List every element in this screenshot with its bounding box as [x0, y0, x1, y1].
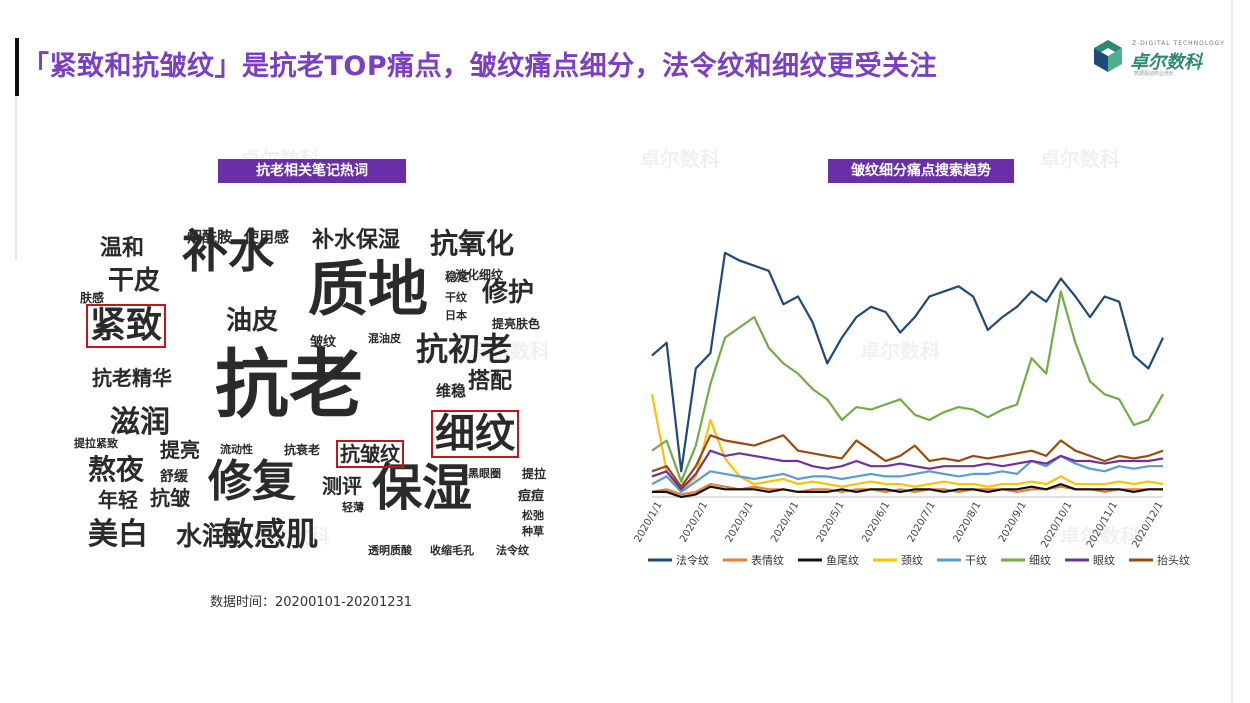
wordcloud-word: 痘痘 — [518, 489, 545, 504]
data-time-footnote: 数据时间：20200101-20201231 — [210, 595, 413, 610]
wordcloud-word: 补水 — [182, 224, 274, 278]
x-tick-label: 2020/9/1 — [997, 500, 1029, 544]
series-line-2 — [652, 483, 1163, 499]
series-line-5 — [651, 290, 1164, 483]
wordcloud-word: 维稳 — [436, 382, 467, 400]
legend-label: 表情纹 — [751, 553, 784, 567]
legend-label: 眼纹 — [1093, 553, 1115, 567]
x-tick-label: 2020/4/1 — [769, 500, 801, 544]
wordcloud-word: 干纹 — [445, 291, 467, 304]
logo-tagline: Z-DIGITAL TECHNOLOGY — [1132, 40, 1225, 47]
word-cloud: 抗老 质地保湿 补水修复 细纹 紧致抗初老敏感肌 抗氧化滋润美白 熬夜 修护 干皮油皮水润 补水保… — [70, 218, 570, 568]
series-line-3 — [650, 393, 1164, 493]
wordcloud-word: 敏感肌 — [222, 515, 319, 553]
wordcloud-word: 提亮 — [160, 438, 200, 462]
wordcloud-word: 滋润 — [110, 405, 170, 440]
x-tick-label: 2020/10/1 — [1039, 500, 1074, 550]
wordcloud-word: 轻薄 — [342, 501, 364, 514]
legend-label: 鱼尾纹 — [826, 553, 859, 567]
chart-title-label: 皱纹细分痛点搜索趋势 — [828, 159, 1014, 183]
frame-line-left — [15, 38, 17, 260]
wordcloud-word: 紧致 — [85, 304, 167, 348]
wordcloud-word: 保湿 — [372, 459, 472, 517]
legend-label: 抬头纹 — [1157, 553, 1190, 567]
watermark: 卓尔数科 — [1060, 524, 1140, 548]
wordcloud-word: 熬夜 — [88, 453, 145, 486]
wordcloud-word: 抗老精华 — [92, 366, 172, 390]
wordcloud-word: 修复 — [208, 456, 296, 507]
watermark: 卓尔数科 — [470, 339, 550, 363]
wordcloud-word: 年轻 — [98, 488, 138, 512]
x-tick-label: 2020/1/1 — [633, 500, 665, 544]
wordcloud-word: 补水保湿 — [312, 228, 401, 253]
x-tick-label: 2020/8/1 — [951, 500, 983, 544]
wordcloud-word: 抗老 — [215, 342, 363, 428]
wordcloud-word: 法令纹 — [496, 544, 529, 557]
series-line-0 — [651, 251, 1164, 473]
x-tick-label: 2020/2/1 — [678, 500, 710, 544]
wordcloud-word: 稳定 — [445, 270, 470, 284]
wordcloud-word: 测评 — [322, 474, 362, 498]
watermark: 卓尔数科 — [640, 147, 720, 171]
wordcloud-word: 日本 — [445, 309, 467, 322]
legend-label: 法令纹 — [676, 553, 709, 567]
frame-line-right — [1231, 0, 1233, 703]
wordcloud-word: 修护 — [482, 278, 535, 308]
wordcloud-word: 抗氧化 — [430, 227, 515, 260]
wordcloud-label: 抗老相关笔记热词 — [218, 159, 406, 183]
wordcloud-word: 提亮肤色 — [492, 317, 541, 331]
watermark: 卓尔数科 — [860, 339, 940, 363]
legend-label: 细纹 — [1029, 553, 1051, 567]
wordcloud-word: 干皮 — [108, 266, 161, 296]
wordcloud-word: 松弛 — [522, 509, 544, 522]
wordcloud-word: 烟酰胺 — [187, 228, 233, 246]
wordcloud-word: 搭配 — [468, 369, 513, 394]
brand-logo: Z-DIGITAL TECHNOLOGY 卓尔数科 数据驱动商业增长 — [1090, 38, 1224, 78]
wordcloud-word: 混油皮 — [368, 332, 401, 345]
wordcloud-word: 抗衰老 — [284, 443, 321, 457]
wordcloud-word: 温和 — [100, 236, 145, 261]
x-tick-label: 2020/3/1 — [724, 500, 756, 544]
wordcloud-word: 皱纹 — [310, 335, 337, 350]
wordcloud-word: 质地 — [308, 255, 428, 325]
wordcloud-word: 提拉紧致 — [74, 437, 118, 450]
wordcloud-word: 黑眼圈 — [468, 467, 501, 480]
watermark: 卓尔数科 — [250, 524, 330, 548]
series-line-7 — [651, 434, 1164, 488]
x-tick-label: 2020/7/1 — [906, 500, 938, 544]
page-title: 「紧致和抗皱纹」是抗老TOP痛点，皱纹痛点细分，法令纹和细纹更受关注 — [22, 51, 938, 82]
wordcloud-word: 抗皱 — [150, 486, 190, 510]
wordcloud-word: 美白 — [88, 517, 148, 552]
wordcloud-word: 流动性 — [220, 443, 253, 456]
x-tick-label: 2020/11/1 — [1085, 500, 1120, 550]
x-tick-label: 2020/6/1 — [860, 500, 892, 544]
wordcloud-word: 透明质酸 — [368, 544, 412, 557]
watermark: 卓尔数科 — [1040, 147, 1120, 171]
wordcloud-word: 抗初老 — [416, 330, 513, 368]
series-line-6 — [651, 449, 1164, 491]
x-tick-label: 2020/5/1 — [815, 500, 847, 544]
legend-label: 颈纹 — [901, 553, 923, 567]
wordcloud-word: 舒缓 — [160, 469, 188, 485]
x-tick-label: 2020/12/1 — [1130, 500, 1165, 550]
series-line-4 — [651, 454, 1163, 493]
logo-sub: 数据驱动商业增长 — [1134, 71, 1175, 77]
logo-mark-icon — [1094, 40, 1122, 72]
legend-label: 干纹 — [965, 553, 987, 567]
wordcloud-word: 提拉 — [522, 467, 547, 481]
wordcloud-word: 细纹 — [431, 410, 519, 458]
wordcloud-word: 使用感 — [244, 228, 290, 246]
wordcloud-word: 肤感 — [80, 291, 105, 305]
wordcloud-word: 抗皱纹 — [336, 440, 404, 468]
wordcloud-word: 水润 — [176, 522, 229, 552]
wordcloud-word: 收缩毛孔 — [430, 544, 474, 557]
wordcloud-word: 淡化细纹 — [455, 268, 504, 282]
wordcloud-word: 种草 — [522, 525, 544, 538]
logo-name: 卓尔数科 — [1130, 52, 1202, 73]
wordcloud-word: 油皮 — [226, 306, 279, 336]
title-accent-bar — [15, 38, 19, 96]
